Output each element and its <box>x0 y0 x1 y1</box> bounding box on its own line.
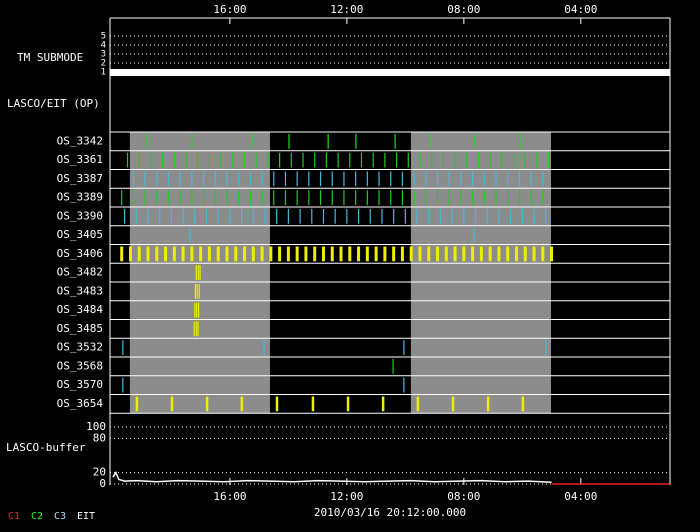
row-label: OS_3485 <box>57 322 103 335</box>
y-tick-label: 80 <box>93 431 106 444</box>
x-tick-label: 04:00 <box>564 490 597 503</box>
y-tick-label: 3 <box>101 50 106 60</box>
submode-bar <box>110 69 670 76</box>
legend-entry: C2 <box>31 511 43 522</box>
row-label: OS_3389 <box>57 191 103 204</box>
section-label: LASCO/EIT (OP) <box>7 97 100 110</box>
x-tick-label: 08:00 <box>447 490 480 503</box>
x-tick-label: 16:00 <box>213 490 246 503</box>
buffer-label: LASCO-buffer <box>6 441 86 454</box>
row-label: OS_3568 <box>57 359 103 372</box>
shaded-interval <box>410 132 551 413</box>
x-tick-label: 16:00 <box>213 3 246 16</box>
row-label: OS_3387 <box>57 172 103 185</box>
x-tick-label: 12:00 <box>330 490 363 503</box>
row-label: OS_3483 <box>57 284 103 297</box>
x-tick-label: 08:00 <box>447 3 480 16</box>
row-label: OS_3361 <box>57 153 103 166</box>
legend-entry: C1 <box>8 511 20 522</box>
row-label: OS_3484 <box>57 303 104 316</box>
y-tick-label: 1 <box>101 68 106 78</box>
legend-entry: EIT <box>77 511 95 522</box>
row-label: OS_3405 <box>57 228 103 241</box>
legend-entry: C3 <box>54 511 66 522</box>
y-tick-label: 100 <box>86 420 106 433</box>
x-tick-label: 04:00 <box>564 3 597 16</box>
row-label: OS_3482 <box>57 266 103 279</box>
y-tick-label: 0 <box>99 477 106 490</box>
row-label: OS_3570 <box>57 378 103 391</box>
x-tick-label: 12:00 <box>330 3 363 16</box>
row-label: OS_3390 <box>57 209 103 222</box>
row-label: OS_3406 <box>57 247 103 260</box>
buffer-line <box>112 471 552 484</box>
y-tick-label: 5 <box>101 32 106 42</box>
submode-label: TM SUBMODE <box>17 51 83 64</box>
row-label: OS_3532 <box>57 341 103 354</box>
date-label: 2010/03/16 20:12:00.000 <box>314 506 466 519</box>
row-label: OS_3342 <box>57 134 103 147</box>
y-tick-label: 20 <box>93 466 106 479</box>
y-tick-label: 2 <box>101 59 106 69</box>
row-label: OS_3654 <box>57 397 104 410</box>
y-tick-label: 4 <box>101 41 106 51</box>
